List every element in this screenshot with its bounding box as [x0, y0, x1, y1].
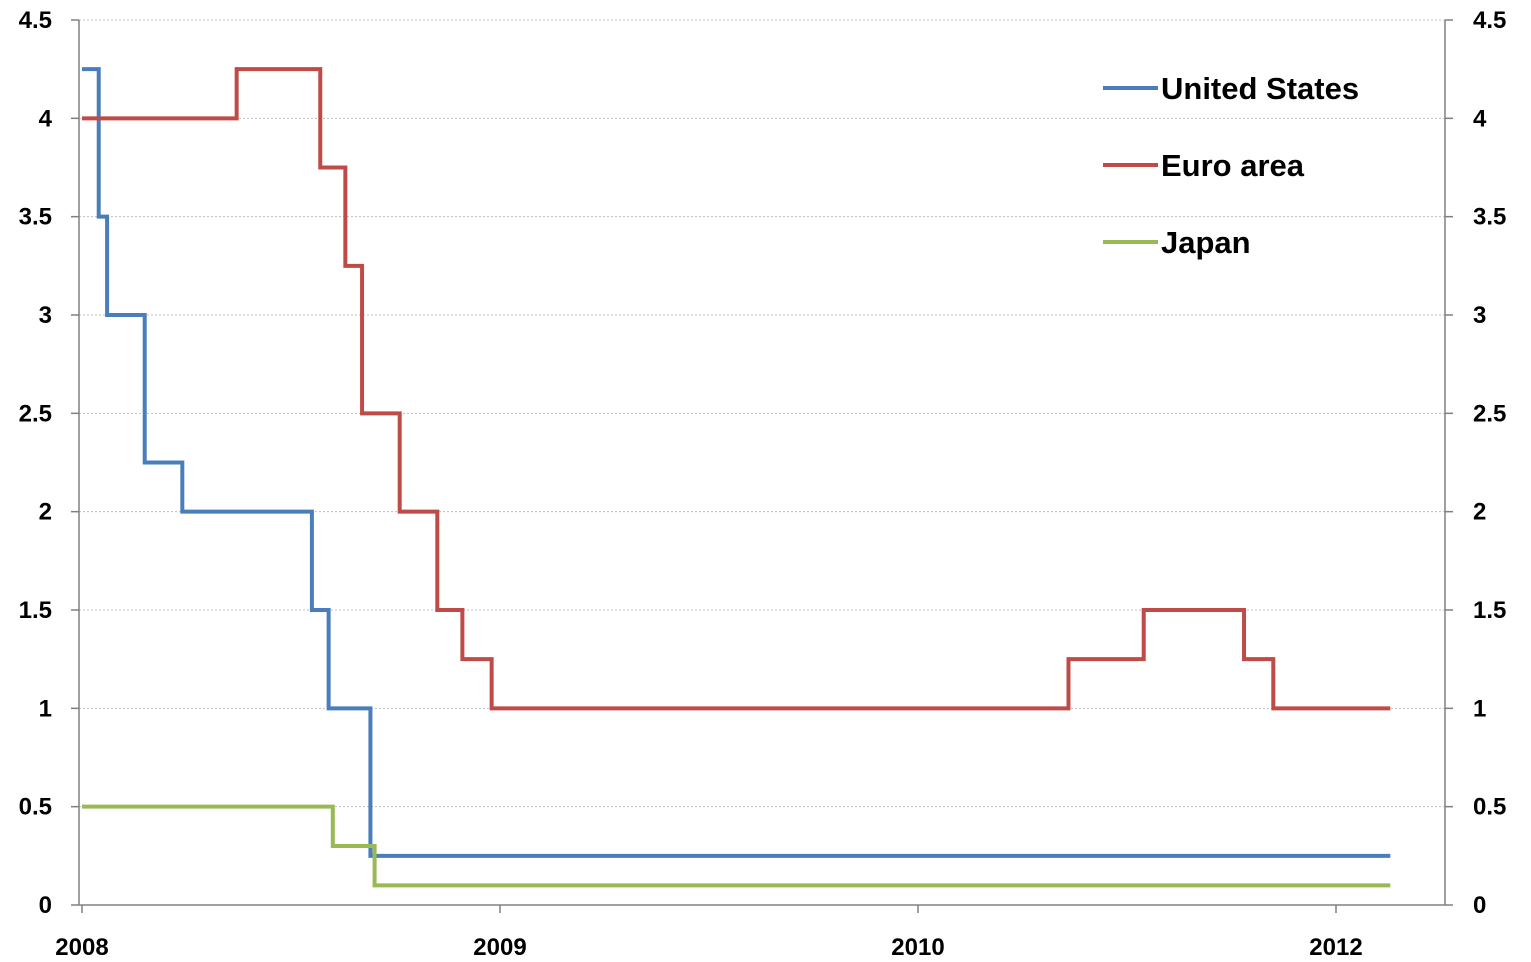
x-tick-label: 2010 [891, 934, 944, 961]
y-tick-label-left: 2.5 [19, 400, 52, 427]
y-tick-label-left: 1.5 [19, 597, 52, 624]
y-tick-label-right: 0.5 [1473, 794, 1506, 821]
axis-ticks: 0 0 0.5 0.5 1 1 1.5 1.5 2 2 2.5 2.5 3 3 3.5 3.5 4 4 4.5 4.5… [19, 7, 1507, 961]
axes [78, 20, 1446, 906]
y-tick-label-left: 3 [39, 302, 52, 329]
y-tick-label-left: 0.5 [19, 794, 52, 821]
y-tick-label-right: 2 [1473, 499, 1486, 526]
legend-label: Euro area [1161, 148, 1305, 183]
y-tick-label-left: 2 [39, 499, 52, 526]
x-tick-label: 2008 [55, 934, 108, 961]
y-tick-label-right: 3.5 [1473, 204, 1506, 231]
y-tick-label-left: 1 [39, 695, 52, 722]
y-tick-label-right: 0 [1473, 892, 1486, 919]
y-tick-label-right: 4 [1473, 105, 1487, 132]
series-line-2 [82, 67, 1391, 711]
y-tick-label-right: 2.5 [1473, 400, 1506, 427]
y-tick-label-right: 1 [1473, 695, 1486, 722]
y-tick-label-right: 1.5 [1473, 597, 1506, 624]
x-tick-label: 2012 [1309, 934, 1362, 961]
y-tick-label-left: 4.5 [19, 7, 52, 34]
y-tick-label-left: 3.5 [19, 204, 52, 231]
legend-label: Japan [1161, 225, 1251, 260]
y-tick-label-left: 4 [39, 105, 53, 132]
gridlines [79, 19, 1445, 808]
legend-label: United States [1161, 71, 1359, 106]
legend: United States Euro area Japan [1103, 71, 1359, 260]
y-tick-label-right: 3 [1473, 302, 1486, 329]
series-line-1 [82, 67, 1391, 858]
series-line-3 [82, 804, 1391, 888]
y-tick-label-left: 0 [39, 892, 52, 919]
x-tick-label: 2009 [473, 934, 526, 961]
y-tick-label-right: 4.5 [1473, 7, 1506, 34]
series-lines [82, 67, 1391, 888]
